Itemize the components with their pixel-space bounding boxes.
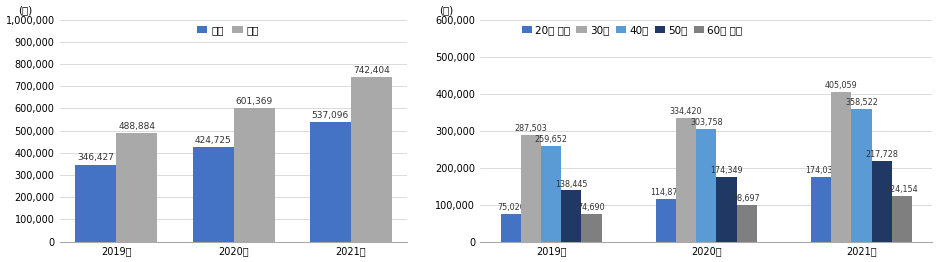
Text: 346,427: 346,427 (78, 154, 114, 162)
Text: 124,154: 124,154 (885, 185, 918, 194)
Bar (310, 122, 351, 242)
Bar (501, 214, 521, 242)
Bar (351, 77, 392, 242)
Text: 405,059: 405,059 (825, 81, 857, 90)
Bar (696, 129, 717, 242)
Text: (건): (건) (439, 5, 454, 15)
Text: 358,522: 358,522 (845, 98, 878, 107)
Bar (582, 214, 601, 242)
Bar (871, 161, 892, 242)
Bar (521, 135, 541, 242)
Bar (736, 205, 757, 242)
Bar (192, 147, 234, 242)
Text: 174,037: 174,037 (805, 166, 838, 175)
Text: 303,758: 303,758 (690, 118, 722, 127)
Bar (656, 199, 676, 242)
Bar (561, 190, 582, 242)
Text: 259,652: 259,652 (535, 135, 567, 144)
Bar (541, 145, 561, 242)
Text: 287,503: 287,503 (515, 124, 547, 133)
Text: 601,369: 601,369 (235, 97, 273, 106)
Bar (75, 165, 116, 242)
Legend: 남자, 여자: 남자, 여자 (197, 25, 260, 35)
Bar (116, 133, 158, 242)
Legend: 20대 이하, 30대, 40대, 50대, 60대 이상: 20대 이하, 30대, 40대, 50대, 60대 이상 (522, 25, 743, 35)
Bar (234, 108, 275, 242)
Text: 174,349: 174,349 (710, 166, 743, 175)
Text: 537,096: 537,096 (311, 111, 349, 120)
Text: 98,697: 98,697 (733, 194, 761, 203)
Bar (811, 177, 831, 242)
Text: 742,404: 742,404 (353, 66, 389, 75)
Text: 424,725: 424,725 (195, 136, 232, 145)
Text: 74,690: 74,690 (578, 203, 605, 212)
Text: 334,420: 334,420 (670, 107, 703, 116)
Text: 488,884: 488,884 (118, 122, 156, 131)
Text: 114,870: 114,870 (650, 188, 682, 197)
Bar (676, 118, 696, 242)
Bar (717, 177, 736, 242)
Text: 138,445: 138,445 (555, 179, 587, 189)
Bar (831, 92, 852, 242)
Text: (건): (건) (18, 5, 32, 15)
Text: 75,020: 75,020 (497, 203, 524, 212)
Bar (852, 109, 871, 242)
Bar (892, 196, 912, 242)
Text: 217,728: 217,728 (865, 150, 898, 159)
